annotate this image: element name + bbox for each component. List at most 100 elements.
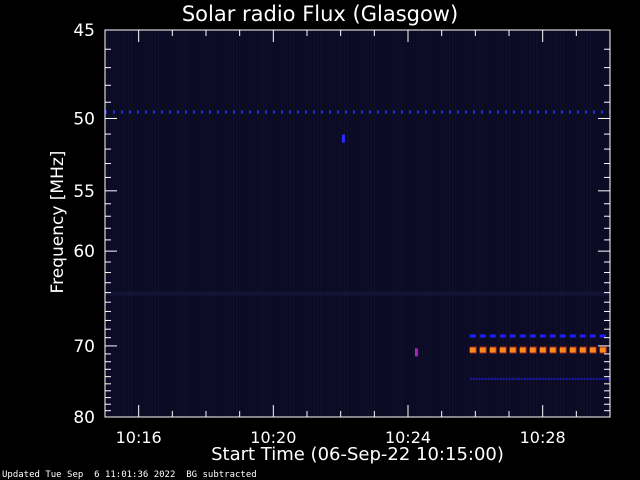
noise-stripe — [404, 30, 405, 417]
noise-stripe — [509, 30, 510, 417]
noise-stripe — [422, 30, 423, 417]
noise-stripe — [200, 30, 201, 417]
noise-stripe — [587, 30, 588, 417]
noise-stripe — [560, 30, 561, 417]
background-noise-stripes — [105, 30, 610, 417]
noise-stripe — [341, 30, 342, 417]
noise-stripe — [350, 30, 351, 417]
noise-stripe — [119, 30, 120, 417]
noise-stripe — [164, 30, 165, 417]
noise-stripe — [377, 30, 378, 417]
noise-stripe — [257, 30, 258, 417]
noise-stripe — [332, 30, 333, 417]
x-tick-label: 10:16 — [116, 428, 162, 447]
noise-stripe — [197, 30, 198, 417]
noise-stripe — [113, 30, 114, 417]
noise-stripe — [551, 30, 552, 417]
noise-stripe — [572, 30, 573, 417]
noise-stripe — [245, 30, 246, 417]
noise-stripe — [353, 30, 354, 417]
noise-stripe — [281, 30, 282, 417]
noise-stripe — [566, 30, 567, 417]
noise-stripe — [125, 30, 126, 417]
noise-stripe — [122, 30, 123, 417]
noise-stripe — [503, 30, 504, 417]
noise-stripe — [371, 30, 372, 417]
x-axis-label: Start Time (06-Sep-22 10:15:00) — [211, 444, 504, 465]
y-axis: 45 50 55 60 70 80 — [73, 21, 610, 428]
noise-stripe — [134, 30, 135, 417]
noise-stripe — [461, 30, 462, 417]
y-tick-label: 45 — [73, 21, 95, 41]
noise-stripe — [161, 30, 162, 417]
noise-stripe — [182, 30, 183, 417]
noise-stripe — [419, 30, 420, 417]
noise-stripe — [539, 30, 540, 417]
noise-stripe — [152, 30, 153, 417]
y-tick-label: 60 — [73, 242, 95, 262]
noise-stripe — [179, 30, 180, 417]
noise-stripe — [176, 30, 177, 417]
noise-stripe — [425, 30, 426, 417]
noise-stripe — [527, 30, 528, 417]
noise-stripe — [308, 30, 309, 417]
noise-stripe — [488, 30, 489, 417]
noise-stripe — [266, 30, 267, 417]
noise-stripe — [545, 30, 546, 417]
noise-stripe — [575, 30, 576, 417]
noise-stripe — [368, 30, 369, 417]
noise-stripe — [107, 30, 108, 417]
noise-stripe — [533, 30, 534, 417]
noise-stripe — [500, 30, 501, 417]
noise-stripe — [578, 30, 579, 417]
noise-stripe — [590, 30, 591, 417]
noise-stripe — [302, 30, 303, 417]
noise-stripe — [455, 30, 456, 417]
y-tick-label: 50 — [73, 109, 95, 129]
noise-stripe — [605, 30, 606, 417]
plot-area — [105, 30, 610, 417]
noise-stripe — [242, 30, 243, 417]
noise-stripe — [395, 30, 396, 417]
noise-stripe — [335, 30, 336, 417]
noise-stripe — [305, 30, 306, 417]
noise-stripe — [131, 30, 132, 417]
noise-stripe — [416, 30, 417, 417]
noise-stripe — [557, 30, 558, 417]
noise-stripe — [383, 30, 384, 417]
y-tick-label: 70 — [73, 337, 95, 357]
noise-stripe — [263, 30, 264, 417]
noise-stripe — [464, 30, 465, 417]
noise-stripe — [323, 30, 324, 417]
x-tick-label: 10:24 — [385, 428, 431, 447]
noise-stripe — [140, 30, 141, 417]
noise-stripe — [524, 30, 525, 417]
noise-stripe — [143, 30, 144, 417]
noise-stripe — [521, 30, 522, 417]
noise-stripe — [386, 30, 387, 417]
noise-stripe — [212, 30, 213, 417]
noise-stripe — [146, 30, 147, 417]
noise-stripe — [344, 30, 345, 417]
noise-stripe — [356, 30, 357, 417]
noise-stripe — [563, 30, 564, 417]
noise-stripe — [440, 30, 441, 417]
noise-stripe — [287, 30, 288, 417]
noise-stripe — [284, 30, 285, 417]
noise-stripe — [233, 30, 234, 417]
noise-stripe — [518, 30, 519, 417]
noise-stripe — [467, 30, 468, 417]
plot-frame — [104, 29, 611, 418]
noise-stripe — [278, 30, 279, 417]
updated-timestamp: Updated Tue Sep 6 11:01:36 2022 — [2, 470, 176, 480]
noise-stripe — [155, 30, 156, 417]
noise-stripe — [326, 30, 327, 417]
noise-stripe — [446, 30, 447, 417]
noise-stripe — [407, 30, 408, 417]
noise-stripe — [293, 30, 294, 417]
noise-stripe — [482, 30, 483, 417]
noise-stripe — [365, 30, 366, 417]
noise-stripe — [320, 30, 321, 417]
noise-stripe — [203, 30, 204, 417]
y-tick-label: 55 — [73, 182, 95, 202]
